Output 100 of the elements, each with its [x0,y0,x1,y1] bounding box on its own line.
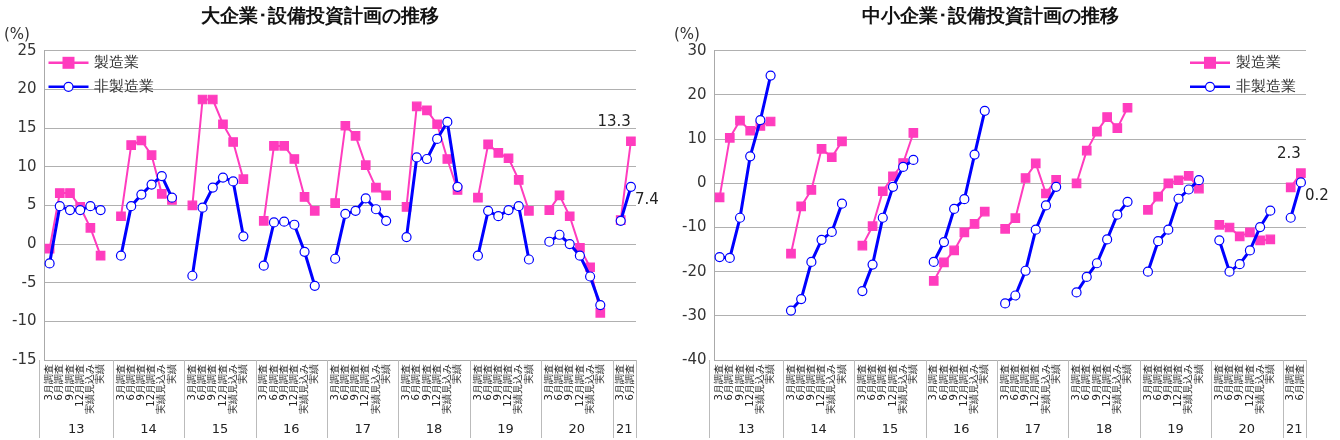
x-tick-label: 実績見込み [896,364,908,414]
y-axis-title: (%) [674,25,700,44]
chart-title: 大企業･設備投資計画の推移 [201,4,439,27]
x-tick-label: 実績 [94,364,106,384]
y-tick-label: 20 [17,79,37,98]
legend-label: 非製造業 [1236,76,1296,95]
x-tick-label: 6月調査 [1151,364,1163,401]
x-tick-label: 6月調査 [124,364,136,401]
x-tick-label: 6月調査 [794,364,806,401]
y-tick-label: 0 [696,173,707,192]
x-tick-label: 9月調査 [1233,364,1245,401]
text: 19 [1167,421,1184,437]
y-tick-label: -40 [682,349,707,368]
x-tick-label: 9月調査 [491,364,503,401]
text: 15 [881,421,899,437]
x-tick-label: 3月調査 [328,364,340,401]
x-tick-label: 9月調査 [876,364,888,401]
x-tick-label: 実績見込み [226,364,238,414]
x-tick-label: 実績 [165,364,177,384]
chart-title: 中小企業･設備投資計画の推移 [861,4,1119,27]
x-tick-label: 9月調査 [804,364,816,401]
x-tick-label: 実績 [522,364,534,384]
x-tick-label: 9月調査 [134,364,146,401]
x-tick-label: 6月調査 [1008,364,1020,401]
x-tick-label: 12月調査 [287,364,299,407]
x-tick-label: 3月調査 [614,364,626,401]
y-tick-label: -20 [682,261,707,280]
text: 21 [1286,421,1303,437]
x-tick-label: 3月調査 [1284,364,1296,401]
x-tick-label: 12月調査 [815,364,827,407]
x-tick-label: 9月調査 [1019,364,1031,401]
x-tick-label: 3月調査 [542,364,554,401]
x-tick-label: 12月調査 [73,364,85,407]
y-tick-label: 10 [687,129,707,148]
y-tick-label: 15 [17,117,37,136]
x-tick-label: 9月調査 [349,364,361,401]
text: 19 [497,421,514,437]
x-tick-label: 6月調査 [937,364,949,401]
x-tick-label: 3月調査 [1070,364,1082,401]
x-tick-label: 実績見込み [83,364,95,414]
x-tick-label: 3月調査 [471,364,483,401]
x-tick-label: 6月調査 [410,364,422,401]
x-tick-label: 6月調査 [624,364,636,401]
x-tick-label: 6月調査 [338,364,350,401]
x-tick-label: 6月調査 [723,364,735,401]
x-tick-label: 3月調査 [400,364,412,401]
text: 20 [1238,421,1256,437]
text: 17 [1024,421,1041,437]
x-tick-label: 6月調査 [267,364,279,401]
x-tick-label: 6月調査 [53,364,65,401]
x-tick-label: 9月調査 [947,364,959,401]
y-tick-label: 10 [17,156,37,175]
text: 17 [354,421,371,437]
y-axis-title: (%) [4,25,30,44]
x-tick-label: 実績 [308,364,320,384]
y-tick-label: -10 [682,217,707,236]
x-tick-label: 9月調査 [206,364,218,401]
text: 18 [1095,421,1113,437]
x-tick-label: 実績 [451,364,463,384]
data-label: 13.3 [597,111,631,130]
x-tick-label: 3月調査 [784,364,796,401]
x-tick-label: 12月調査 [886,364,898,407]
x-tick-label: 実績 [1121,364,1133,384]
text: 16 [283,421,300,437]
x-tick-label: 実績見込み [369,364,381,414]
x-tick-label: 6月調査 [866,364,878,401]
y-tick-label: -15 [12,349,37,368]
data-label: 2.3 [1277,143,1301,162]
x-tick-label: 12月調査 [1172,364,1184,407]
x-tick-label: 12月調査 [1029,364,1041,407]
text: 14 [140,421,157,437]
x-tick-label: 12月調査 [743,364,755,407]
x-tick-label: 実績 [379,364,391,384]
text: 13 [737,421,755,437]
x-tick-label: 12月調査 [1243,364,1255,407]
x-tick-label: 12月調査 [430,364,442,407]
x-tick-label: 実績 [835,364,847,384]
legend-label: 非製造業 [94,76,155,95]
y-tick-label: -10 [12,311,37,330]
x-tick-label: 3月調査 [185,364,197,401]
x-tick-label: 実績見込み [1253,364,1265,414]
x-tick-label: 3月調査 [114,364,126,401]
x-tick-label: 3月調査 [1212,364,1224,401]
x-tick-label: 6月調査 [1080,364,1092,401]
x-tick-label: 3月調査 [713,364,725,401]
text: 15 [211,421,229,437]
x-tick-label: 実績 [764,364,776,384]
x-tick-label: 実績 [1049,364,1061,384]
x-tick-label: 9月調査 [63,364,75,401]
y-tick-label: 20 [687,84,707,103]
x-tick-label: 12月調査 [359,364,371,407]
data-label: 0.2 [1304,185,1329,204]
x-tick-label: 3月調査 [927,364,939,401]
data-label: 7.4 [634,190,659,209]
y-tick-label: -5 [21,272,37,291]
x-tick-label: 3月調査 [998,364,1010,401]
x-tick-label: 実績 [978,364,990,384]
y-tick-label: 0 [26,233,37,252]
x-tick-label: 6月調査 [1223,364,1235,401]
x-tick-label: 実績見込み [1039,364,1051,414]
